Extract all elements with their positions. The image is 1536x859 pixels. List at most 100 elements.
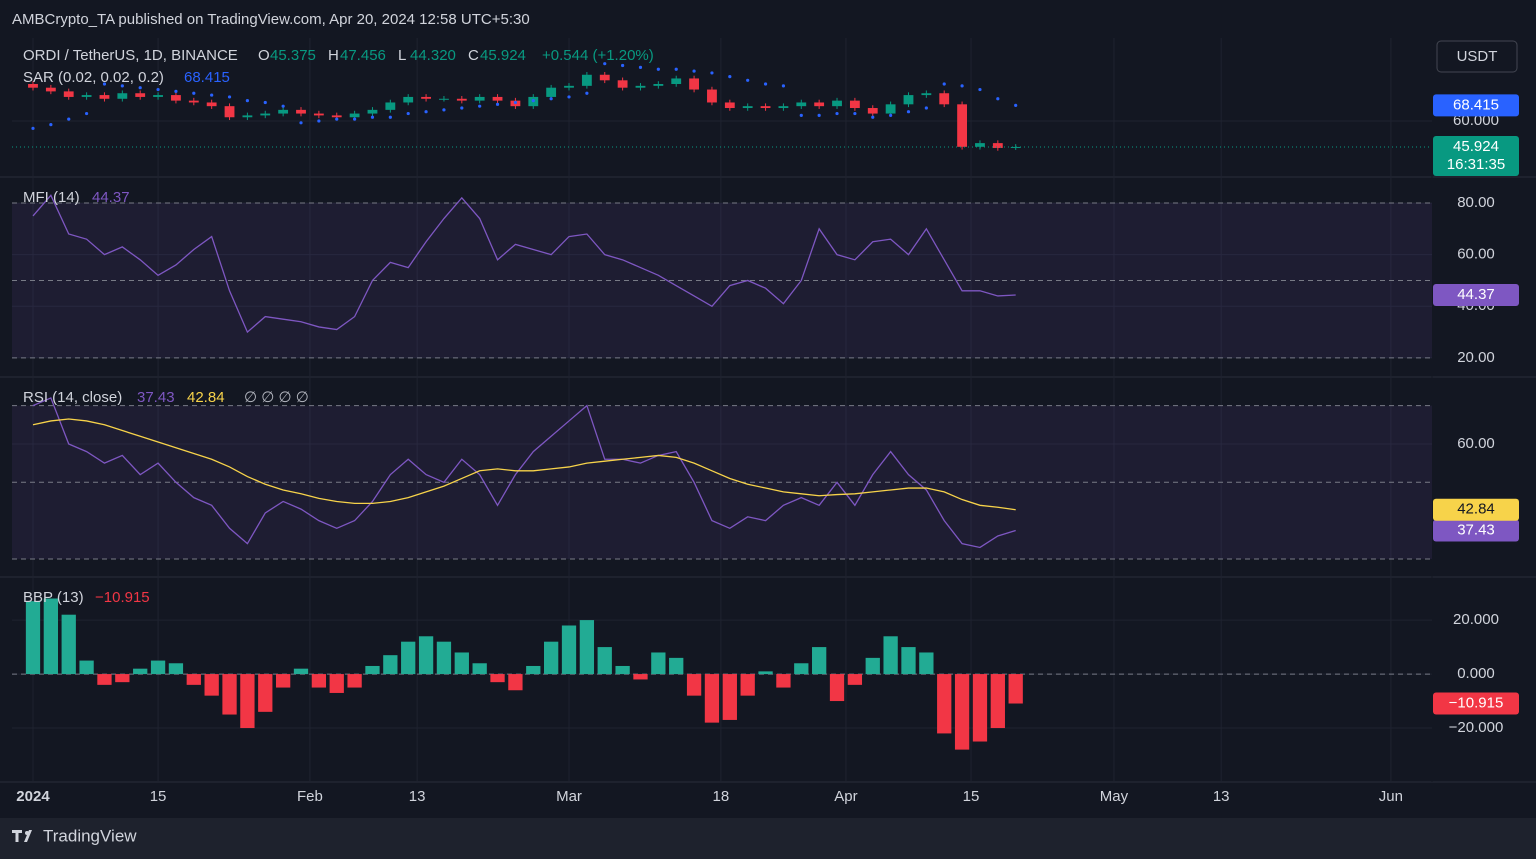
candle-body: [439, 98, 449, 100]
bbp-bar: [722, 674, 737, 720]
candle-body: [403, 96, 414, 103]
sar-dot: [156, 87, 160, 92]
candle-body: [421, 96, 431, 99]
sar-dot: [84, 111, 89, 116]
sar-dot: [1014, 103, 1018, 108]
candle-body: [885, 104, 896, 114]
bbp-bar: [436, 641, 452, 675]
countdown: 16:31:35: [1447, 156, 1505, 173]
sar-dot: [353, 117, 357, 121]
indicator-value: 44.37: [92, 189, 130, 206]
bbp-bar: [1008, 674, 1023, 704]
sar-dot: [621, 63, 625, 68]
sar-dot: [460, 106, 464, 110]
x-tick-label: May: [1100, 788, 1129, 805]
sar-dot: [603, 62, 607, 66]
sar-dot: [120, 84, 124, 88]
sar-dot: [799, 113, 803, 118]
candle-body: [474, 96, 485, 101]
sar-dot: [192, 91, 196, 95]
brand: TradingView: [43, 826, 137, 845]
indicator-extra: ∅ ∅ ∅ ∅: [244, 389, 309, 406]
sar-dot: [102, 82, 107, 86]
currency-button[interactable]: [1436, 40, 1518, 73]
ohlc-legend: L: [398, 47, 406, 64]
candle-body: [939, 93, 950, 105]
sar-dot: [424, 110, 428, 114]
sar-dot: [906, 110, 911, 114]
candle-body: [492, 96, 503, 101]
ohlc-legend: 47.456: [340, 47, 386, 64]
bbp-bar: [293, 668, 309, 675]
bbp-bar: [329, 674, 344, 693]
sar-dot: [728, 75, 732, 79]
candle-body: [778, 106, 789, 109]
x-tick-label: Feb: [297, 788, 323, 805]
candle-body: [45, 87, 56, 92]
indicator-line: [32, 397, 1016, 549]
price-label-box: [1433, 283, 1519, 306]
candle-body: [742, 106, 753, 109]
sar-dot: [299, 121, 303, 125]
price-label: 42.84: [1457, 501, 1495, 518]
candle-body: [260, 113, 271, 116]
sar-dot: [853, 111, 857, 116]
ohlc-legend: O: [258, 47, 270, 64]
ohlc-legend: C: [468, 47, 479, 64]
bbp-bar: [686, 674, 702, 696]
sar-dot: [835, 111, 839, 116]
candle-body: [28, 84, 38, 88]
candle-body: [278, 109, 289, 114]
bbp-bar: [25, 601, 41, 675]
bbp-bar: [579, 620, 595, 675]
bbp-bar: [651, 652, 666, 675]
x-tick-label: Mar: [556, 788, 582, 805]
bbp-bar: [919, 652, 934, 675]
bbp-bar: [865, 657, 880, 675]
candle-body: [599, 74, 610, 81]
candle-body: [581, 74, 592, 86]
bbp-bar: [275, 674, 291, 688]
bbp-bar: [990, 674, 1005, 729]
sar-dot: [210, 93, 214, 97]
price-label-box: [1433, 692, 1519, 715]
candle-body: [385, 102, 396, 110]
y-tick-label: 20.00: [1457, 349, 1495, 366]
sar-dot: [406, 111, 410, 116]
sar-dot: [656, 67, 660, 71]
price-label: −10.915: [1449, 694, 1504, 711]
indicator-value: −10.915: [95, 589, 150, 606]
bbp-bar: [883, 636, 898, 675]
bbp-bar: [383, 655, 398, 675]
bbp-bar: [847, 674, 863, 685]
bbp-bar: [79, 660, 94, 675]
last-price-box: [1433, 135, 1519, 176]
indicator-line: [32, 194, 1016, 334]
bbp-bar: [740, 674, 755, 696]
sar-dot: [549, 97, 553, 101]
candle-body: [992, 143, 1003, 148]
currency[interactable]: USDT: [1457, 48, 1498, 65]
price-label-box: [1433, 94, 1519, 117]
candle-body: [135, 93, 146, 97]
sar-dot: [335, 117, 339, 121]
candle-body: [617, 80, 628, 88]
candle-body: [546, 87, 557, 97]
bbp-bar: [776, 674, 791, 688]
bbp-bar: [133, 668, 148, 675]
bbp-bar: [43, 598, 59, 675]
candle-body: [313, 113, 324, 116]
sar-dot: [138, 86, 142, 90]
x-tick-label: 2024: [16, 788, 50, 805]
x-tick-label: 13: [409, 788, 426, 805]
candle-body: [367, 109, 378, 114]
x-tick-label: 15: [150, 788, 167, 805]
candle-body: [153, 95, 163, 97]
bbp-bar: [972, 674, 988, 742]
candle-body: [331, 115, 342, 118]
bbp-bar: [365, 665, 380, 675]
sar-dot: [281, 104, 285, 108]
indicator-value: 37.43: [137, 389, 175, 406]
candle-body: [707, 89, 717, 103]
candle-body: [242, 115, 253, 118]
